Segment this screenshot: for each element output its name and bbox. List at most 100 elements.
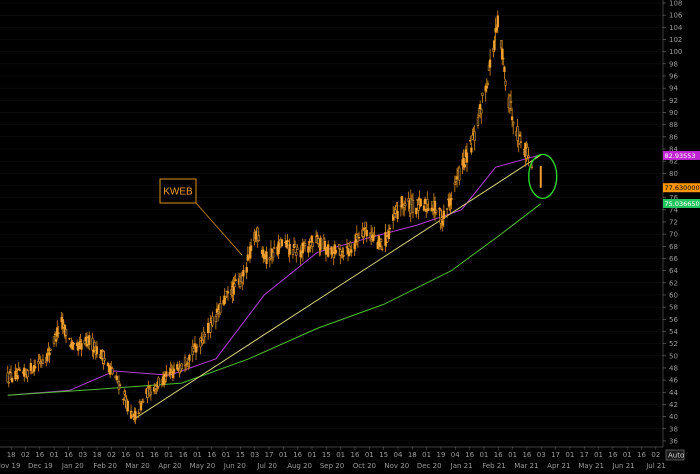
candle-body <box>91 338 94 351</box>
candle-body <box>317 238 320 244</box>
candle-body <box>345 246 349 248</box>
candle-body <box>186 363 189 365</box>
y-tick-label: 94 <box>669 85 678 93</box>
candle-body <box>426 199 429 205</box>
price-tag-label: 75.036650 <box>665 200 700 208</box>
candle-body <box>122 398 125 401</box>
candle-body <box>411 200 415 213</box>
x-day-label: 04 <box>451 451 460 459</box>
candle-body <box>115 375 118 381</box>
y-tick-label: 74 <box>669 206 678 214</box>
candle-body <box>176 364 179 370</box>
candle-body <box>203 333 206 337</box>
candle-body <box>485 85 488 89</box>
candle-body <box>454 178 458 182</box>
y-tick-label: 68 <box>669 243 678 251</box>
candle-body <box>422 205 426 211</box>
candle-body <box>387 231 390 240</box>
candle-body <box>303 243 307 247</box>
candle-body <box>93 342 96 348</box>
candle-body <box>519 141 523 143</box>
candle-body <box>394 209 397 214</box>
candle-body <box>57 332 60 334</box>
autoscale-button[interactable]: Auto <box>665 449 685 461</box>
candle-body <box>126 400 129 412</box>
candle-body <box>18 369 21 371</box>
candle-body <box>95 346 99 355</box>
price-tag-label: 82.93553 <box>665 152 696 160</box>
y-tick-label: 82 <box>669 158 678 166</box>
candle-body <box>41 359 45 365</box>
candle-body <box>419 198 422 207</box>
candle-body <box>72 343 75 345</box>
candle-body <box>6 372 9 383</box>
y-tick-label: 58 <box>669 304 678 312</box>
candle-body <box>393 213 396 218</box>
candle-body <box>257 235 260 242</box>
y-tick-label: 96 <box>669 72 678 80</box>
candle-body <box>52 336 56 344</box>
candle-body <box>64 329 68 336</box>
candle-body <box>209 322 212 333</box>
candle-body <box>280 239 284 246</box>
candle-body <box>431 208 434 211</box>
price-tag-box <box>663 183 700 193</box>
x-month-label: Jun 20 <box>223 462 246 470</box>
x-day-label: 17 <box>580 451 589 459</box>
candle-body <box>504 80 507 86</box>
candle-body <box>226 291 230 294</box>
x-month-label: Jul 21 <box>645 462 666 470</box>
candle-body <box>219 303 222 314</box>
candle-body <box>138 401 142 403</box>
candle-body <box>16 374 19 380</box>
x-axis: 18 02 16 01 16 03 18 02 16 01 16 01 16 01 16 01 15 03 17 01… <box>0 446 666 470</box>
y-tick-label: 88 <box>669 121 678 129</box>
candle-body <box>465 152 469 163</box>
candle-body <box>214 316 218 323</box>
autoscale-label[interactable]: Auto <box>668 452 684 460</box>
x-day-label: 16 <box>293 451 302 459</box>
candle-last <box>539 166 542 188</box>
x-month-label: Mar 21 <box>514 462 538 470</box>
candle-body <box>400 196 404 208</box>
candle-body <box>49 348 52 351</box>
candle-body <box>340 254 343 256</box>
candle-body <box>442 210 445 220</box>
candle-body <box>311 242 314 247</box>
candle-body <box>509 101 513 103</box>
candle-body <box>396 211 399 219</box>
candle-body <box>310 235 313 243</box>
x-day-label: 03 <box>78 451 87 459</box>
candle-body <box>154 385 157 391</box>
candle-body <box>473 131 476 141</box>
x-day-label: 01 <box>136 451 145 459</box>
candle-body <box>273 247 276 249</box>
candle-body <box>34 366 37 369</box>
candle-body <box>503 66 506 72</box>
candle-body <box>7 382 10 384</box>
x-month-label: May 21 <box>578 462 604 470</box>
candle-body <box>512 121 515 125</box>
candle-body <box>162 373 166 386</box>
candle-body <box>46 353 49 362</box>
x-day-label: 01 <box>164 451 173 459</box>
x-day-label: 16 <box>608 451 617 459</box>
candle-body <box>476 117 480 127</box>
candle-body <box>495 26 498 32</box>
candle-body <box>417 204 420 211</box>
autoscale-box[interactable] <box>665 449 685 461</box>
price-tag-label: 77.630000 <box>665 184 700 192</box>
candle-body <box>92 349 95 353</box>
y-tick-label: 90 <box>669 109 678 117</box>
x-month-label: Nov 19 <box>0 462 20 470</box>
candle-body <box>316 234 319 237</box>
x-month-label: Feb 20 <box>93 462 117 470</box>
candle-body <box>75 342 79 347</box>
candle-body <box>29 363 32 372</box>
candle-body <box>455 176 459 180</box>
candle-body <box>296 247 299 250</box>
candle-body <box>373 234 376 237</box>
candle-body <box>493 40 496 51</box>
candle-body <box>48 352 51 356</box>
